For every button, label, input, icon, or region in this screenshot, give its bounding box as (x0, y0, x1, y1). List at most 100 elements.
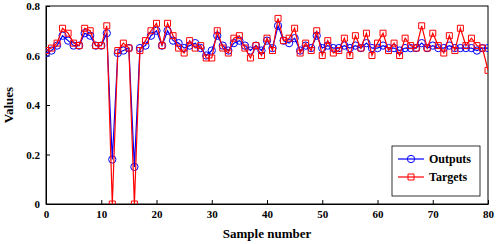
tick: 80 (483, 200, 495, 220)
marker (209, 55, 215, 61)
marker (104, 23, 110, 29)
marker (270, 48, 276, 54)
marker (159, 43, 165, 49)
tick-mark (101, 200, 102, 204)
marker (225, 50, 231, 56)
marker (297, 50, 303, 56)
legend-marker (408, 174, 414, 180)
marker (54, 40, 60, 46)
marker (247, 55, 253, 61)
marker (479, 45, 485, 51)
marker (65, 30, 71, 36)
chart: 0 10 20 30 40 50 60 70 80 0 0.2 0.4 0.6 0.8 Sample num… (0, 0, 500, 244)
legend-marker (407, 155, 414, 162)
y-axis: 0 0.2 0.4 0.6 0.8 (26, 0, 50, 210)
marker (435, 43, 441, 49)
marker (468, 35, 474, 41)
y-axis-title: Values (1, 87, 16, 123)
marker (452, 48, 458, 54)
marker (142, 38, 148, 44)
marker (358, 45, 364, 51)
marker (131, 163, 138, 170)
marker (187, 38, 193, 44)
legend-box (392, 146, 480, 196)
marker (236, 33, 242, 39)
tick-mark (46, 105, 50, 106)
tick-mark (46, 204, 50, 205)
tick-label: 80 (483, 208, 495, 220)
marker (76, 43, 82, 49)
tick-label: 60 (373, 208, 385, 220)
marker (98, 43, 104, 49)
tick-mark (157, 200, 158, 204)
tick: 50 (317, 200, 329, 220)
marker (109, 201, 115, 204)
tick-label: 0 (35, 198, 41, 210)
marker (275, 15, 281, 21)
tick-mark (46, 155, 50, 156)
tick: 0.2 (26, 149, 50, 161)
plot-frame (46, 6, 488, 204)
marker (253, 43, 259, 49)
marker (242, 45, 248, 51)
plot-data (46, 15, 488, 204)
marker (165, 20, 171, 26)
tick-mark (322, 200, 323, 204)
marker (485, 67, 488, 73)
legend-label: Targets (429, 170, 468, 184)
marker (397, 53, 403, 59)
tick-label: 20 (152, 208, 164, 220)
legend-label: Outputs (429, 152, 471, 166)
marker (413, 45, 419, 51)
tick-label: 10 (96, 208, 108, 220)
tick-label: 70 (428, 208, 440, 220)
legend: Outputs Targets (392, 146, 480, 196)
marker (386, 48, 392, 54)
x-axis-title: Sample number (223, 226, 312, 241)
legend-line (398, 176, 424, 177)
tick-label: 0.2 (26, 149, 40, 161)
marker (286, 35, 292, 41)
marker (446, 33, 452, 39)
tick-mark (488, 200, 489, 204)
marker (292, 25, 298, 31)
marker (264, 35, 270, 41)
marker (369, 53, 375, 59)
marker (363, 30, 369, 36)
tick-mark (433, 200, 434, 204)
tick-label: 0 (44, 208, 50, 220)
tick-label: 30 (207, 208, 219, 220)
marker (341, 35, 347, 41)
marker (198, 43, 204, 49)
tick: 70 (428, 200, 440, 220)
marker (258, 53, 264, 59)
legend-line (398, 158, 424, 159)
tick-label: 50 (317, 208, 329, 220)
marker (314, 28, 320, 34)
marker (109, 156, 116, 163)
marker (325, 38, 331, 44)
marker (380, 30, 386, 36)
marker (319, 53, 325, 59)
tick-label: 0.8 (26, 0, 40, 12)
marker (430, 30, 436, 36)
marker (441, 50, 447, 56)
tick-label: 0.6 (26, 50, 40, 62)
tick: 40 (262, 200, 274, 220)
marker (115, 48, 121, 54)
tick: 0.8 (26, 0, 50, 12)
marker (148, 28, 154, 34)
tick-mark (267, 200, 268, 204)
marker (375, 40, 381, 46)
marker (170, 33, 176, 39)
tick: 0.4 (26, 99, 50, 111)
tick-label: 40 (262, 208, 274, 220)
tick-mark (378, 200, 379, 204)
marker (457, 25, 463, 31)
marker (154, 20, 160, 26)
tick-label: 0.4 (26, 99, 40, 111)
marker (308, 48, 314, 54)
tick: 20 (152, 200, 164, 220)
marker (131, 201, 137, 204)
tick-mark (46, 6, 50, 7)
